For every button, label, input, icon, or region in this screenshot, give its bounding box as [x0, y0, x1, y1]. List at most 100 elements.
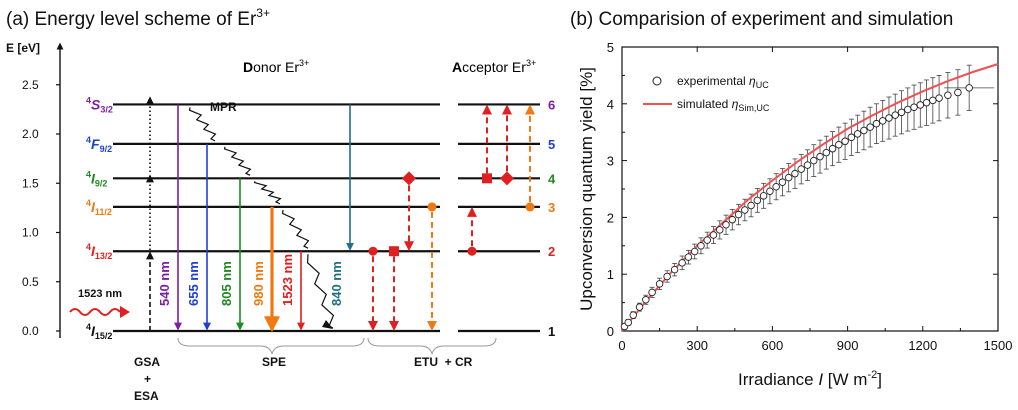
data-point: [803, 161, 812, 169]
data-point: [741, 206, 749, 214]
data-point: [897, 108, 906, 117]
data-point: [878, 117, 887, 125]
data-point: [663, 272, 671, 281]
legend-experimental: experimental ηUC: [677, 74, 769, 90]
panel-b-title: (b) Comparision of experiment and simula…: [570, 9, 953, 30]
spe-label: SPE: [262, 355, 286, 369]
legend: experimental ηUC simulated ηSim,UC: [643, 74, 770, 113]
data-point: [648, 288, 656, 297]
x-tick-label: 600: [762, 338, 784, 353]
data-point: [828, 144, 837, 153]
y-axis-label: Upconversion quantum yield [%]: [577, 67, 596, 311]
emission-label: 980 nm: [251, 261, 266, 306]
data-point: [722, 221, 730, 229]
diamond-marker: [500, 171, 514, 186]
etu-cr-label: ETU + CR: [414, 355, 473, 369]
data-point: [772, 182, 780, 191]
donor-header: Donor Er3+: [243, 58, 309, 75]
gsa-label: GSA: [134, 355, 160, 369]
emission-label: 805 nm: [219, 261, 234, 306]
legend-simulated: simulated ηSim,UC: [677, 97, 770, 113]
data-point: [734, 210, 743, 219]
energy-tick-label: 0.0: [22, 324, 39, 338]
mpr-label: MPR: [210, 100, 237, 114]
mpr-step: [223, 146, 252, 176]
energy-tick-label: 1.5: [22, 176, 39, 190]
excitation-label: 1523 nm: [78, 288, 122, 300]
square-marker: [389, 246, 399, 257]
mpr-step: [188, 107, 217, 142]
mpr-step: [306, 254, 335, 329]
simulated-line: [621, 63, 999, 332]
plot-ticks: 0 300 600 900 1200 1500 0 1 2 3 4 5: [607, 40, 1013, 353]
data-point: [810, 156, 818, 165]
legend-marker-experimental: [652, 76, 662, 86]
y-tick-label: 0: [607, 324, 614, 339]
data-point: [835, 140, 843, 149]
circle-marker: [427, 202, 437, 212]
data-point: [697, 242, 705, 250]
data-point: [766, 187, 774, 196]
level-label: 4I15/2: [86, 322, 112, 341]
spe-brace: [177, 337, 365, 355]
level-number: 1: [548, 324, 555, 339]
data-point: [891, 111, 899, 119]
experimental-points: [620, 84, 973, 331]
plot-frame: [621, 46, 999, 332]
level-label: 4I13/2: [86, 242, 112, 261]
mpr-path: [188, 107, 335, 329]
x-axis-label: Irradiance I [W m-2]: [738, 369, 882, 389]
circle-marker: [467, 246, 477, 256]
data-point: [791, 169, 799, 178]
data-point: [860, 126, 868, 135]
y-tick-label: 3: [607, 154, 614, 169]
panel-a: (a) Energy level scheme of Er3+ E [eV] 0…: [6, 6, 556, 403]
data-point: [841, 137, 849, 146]
data-point: [642, 296, 650, 304]
circle-marker: [368, 246, 378, 256]
data-point: [778, 178, 787, 186]
y-tick-label: 5: [607, 40, 614, 55]
data-point: [629, 311, 638, 319]
y-tick-label: 2: [607, 210, 614, 225]
data-point: [929, 96, 937, 105]
energy-tick-label: 1.0: [22, 226, 39, 240]
acceptor-header: Acceptor Er3+: [452, 58, 536, 75]
mpr-arrowhead: [322, 320, 333, 329]
data-point: [716, 226, 724, 234]
data-point: [816, 152, 824, 161]
plus-label: +: [144, 372, 151, 386]
energy-ticks: 0.0 0.5 1.0 1.5 2.0 2.5: [22, 78, 60, 338]
data-point: [655, 280, 664, 288]
energy-axis-label: E [eV]: [6, 41, 40, 55]
data-point: [747, 201, 755, 210]
data-point: [904, 105, 912, 114]
x-tick-label: 900: [837, 338, 859, 353]
level-label: 4F9/2: [86, 135, 112, 154]
data-point: [822, 148, 831, 157]
data-point: [670, 265, 679, 274]
etu-brace: [367, 337, 497, 355]
data-point: [635, 303, 644, 311]
data-point: [944, 91, 952, 100]
level-label: 4S3/2: [86, 95, 113, 114]
energy-tick-label: 2.0: [22, 127, 39, 141]
x-tick-label: 1200: [908, 338, 937, 353]
data-point: [965, 84, 973, 92]
data-point: [922, 98, 931, 107]
level-number: 4: [548, 171, 556, 186]
data-point: [784, 173, 793, 182]
data-point: [728, 215, 737, 224]
level-label: 4I9/2: [86, 169, 107, 188]
emission-label: 655 nm: [186, 261, 201, 306]
energy-tick-label: 0.5: [22, 275, 39, 289]
data-point: [759, 192, 768, 200]
panel-a-title: (a) Energy level scheme of Er3+: [6, 6, 270, 30]
data-point: [797, 165, 805, 173]
data-point: [753, 196, 762, 205]
x-tick-label: 300: [686, 338, 708, 353]
esa-label: ESA: [134, 389, 159, 403]
x-tick-label: 1500: [984, 338, 1013, 353]
y-tick-label: 4: [607, 97, 614, 112]
